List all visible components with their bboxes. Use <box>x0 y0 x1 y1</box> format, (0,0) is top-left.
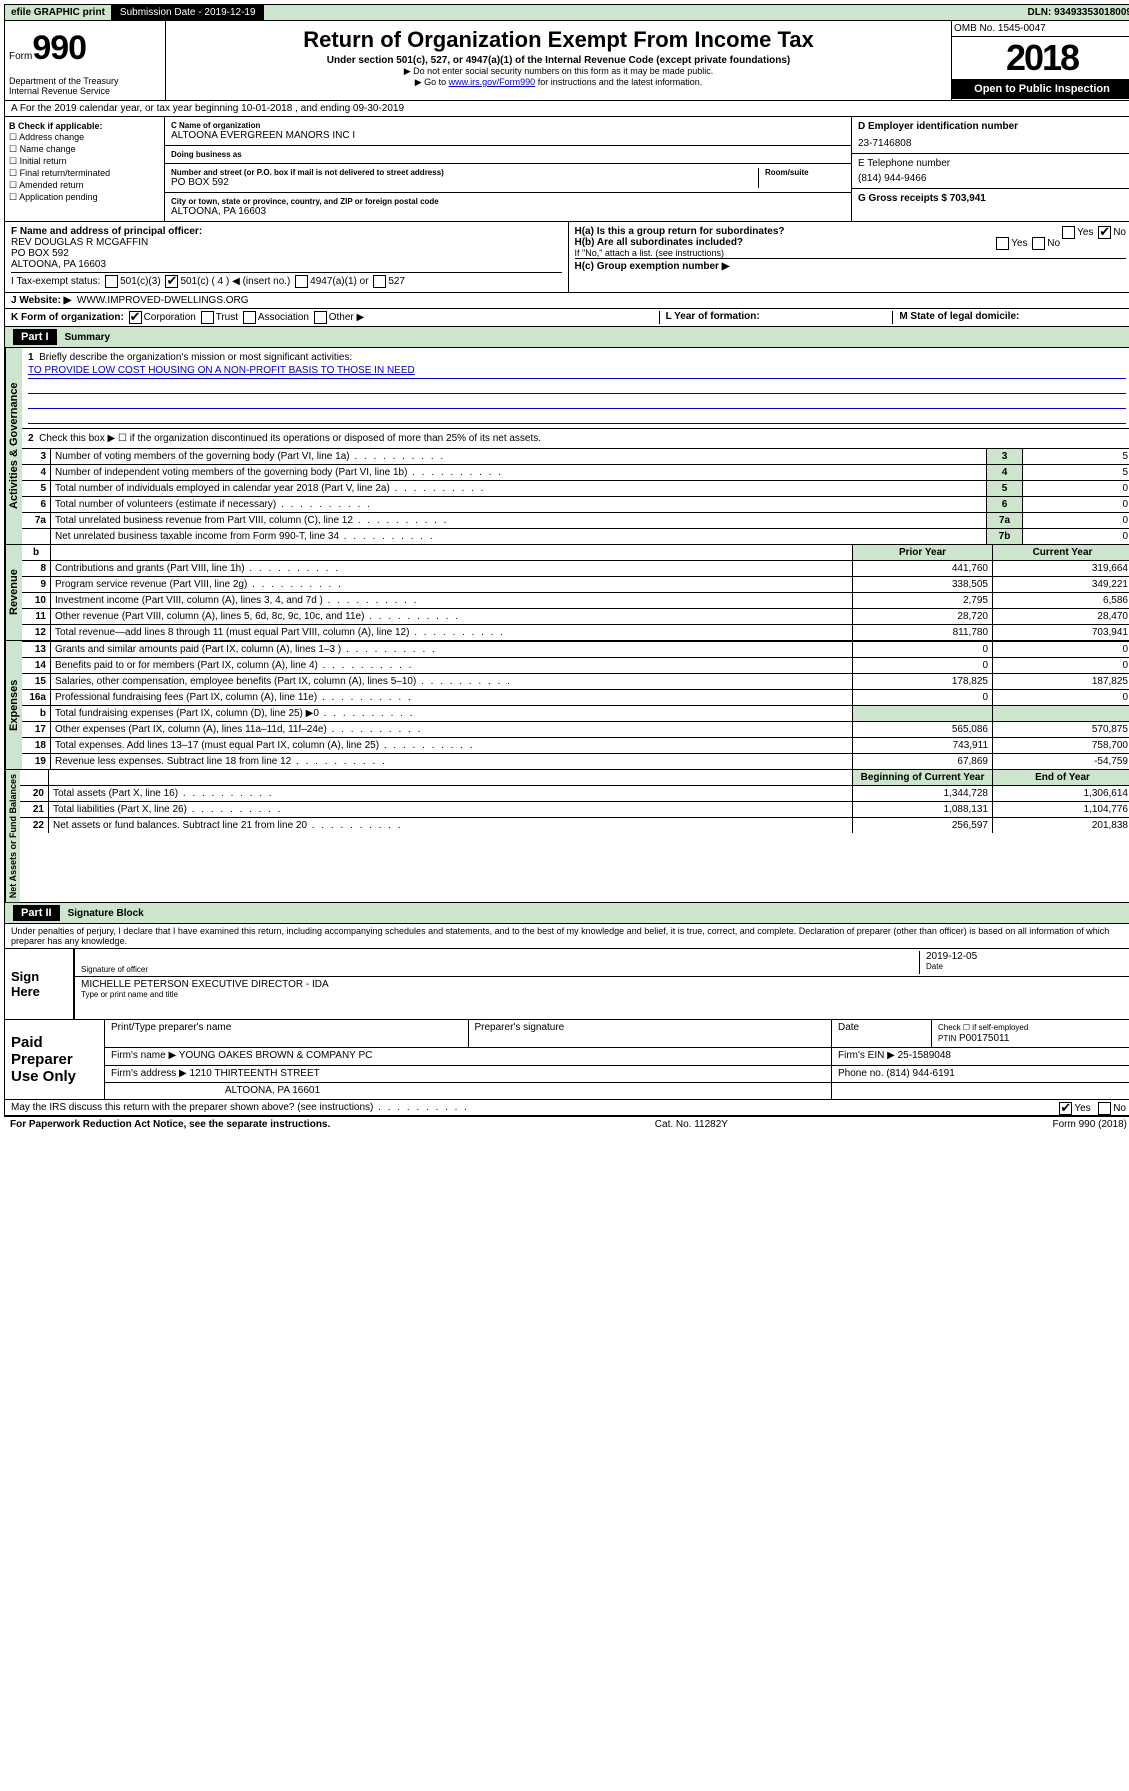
chk-amended[interactable]: ☐ Amended return <box>9 180 160 191</box>
mission-text: TO PROVIDE LOW COST HOUSING ON A NON-PRO… <box>28 363 1126 379</box>
tab-expenses: Expenses <box>5 641 22 769</box>
open-public: Open to Public Inspection <box>952 79 1129 99</box>
data-row: 16aProfessional fundraising fees (Part I… <box>22 689 1129 705</box>
chk-address[interactable]: ☐ Address change <box>9 132 160 143</box>
tab-netassets: Net Assets or Fund Balances <box>5 770 20 902</box>
data-row: 19Revenue less expenses. Subtract line 1… <box>22 753 1129 769</box>
data-row: 13Grants and similar amounts paid (Part … <box>22 641 1129 657</box>
street: PO BOX 592 <box>171 177 758 188</box>
data-row: 9Program service revenue (Part VIII, lin… <box>22 576 1129 592</box>
tab-activities: Activities & Governance <box>5 348 22 544</box>
chk-corp[interactable] <box>129 311 142 324</box>
data-row: bTotal fundraising expenses (Part IX, co… <box>22 705 1129 721</box>
firm-ein: 25-1589048 <box>898 1050 951 1061</box>
chk-501c3[interactable] <box>105 275 118 288</box>
firm-phone: (814) 944-6191 <box>886 1068 954 1079</box>
dln-label: DLN: 93493353018009 <box>1027 7 1129 18</box>
note2: ▶ Go to www.irs.gov/Form990 for instruct… <box>174 77 943 88</box>
omb-number: OMB No. 1545-0047 <box>952 21 1129 37</box>
discuss-line: May the IRS discuss this return with the… <box>5 1100 1129 1116</box>
submission-date: Submission Date - 2019-12-19 <box>112 5 264 20</box>
line-a: A For the 2019 calendar year, or tax yea… <box>5 101 1129 117</box>
chk-final[interactable]: ☐ Final return/terminated <box>9 168 160 179</box>
tab-revenue: Revenue <box>5 545 22 640</box>
section-b-to-g: B Check if applicable: ☐ Address change … <box>5 117 1129 222</box>
form-header: Form 990 Department of the Treasury Inte… <box>5 21 1129 101</box>
data-row: 21Total liabilities (Part X, line 26)1,0… <box>20 801 1129 817</box>
part-2-header: Part II Signature Block <box>5 903 1129 924</box>
gross-receipts: G Gross receipts $ 703,941 <box>852 189 1129 208</box>
data-row: 22Net assets or fund balances. Subtract … <box>20 817 1129 833</box>
data-row: 11Other revenue (Part VIII, column (A), … <box>22 608 1129 624</box>
data-row: 10Investment income (Part VIII, column (… <box>22 592 1129 608</box>
department: Department of the Treasury Internal Reve… <box>9 76 161 96</box>
line-i: I Tax-exempt status: 501(c)(3) 501(c) ( … <box>11 272 562 288</box>
sign-date: 2019-12-05 <box>926 951 1126 962</box>
firm-addr: 1210 THIRTEENTH STREET <box>190 1068 320 1079</box>
page-footer: For Paperwork Reduction Act Notice, see … <box>4 1117 1129 1132</box>
summary-row: 7aTotal unrelated business revenue from … <box>22 512 1129 528</box>
ein: 23-7146808 <box>858 138 1126 149</box>
officer-name: REV DOUGLAS R MCGAFFIN <box>11 237 562 248</box>
irs-link[interactable]: www.irs.gov/Form990 <box>449 77 536 87</box>
firm-name: YOUNG OAKES BROWN & COMPANY PC <box>179 1050 373 1061</box>
part-1-header: Part I Summary <box>5 327 1129 348</box>
expenses-section: Expenses 13Grants and similar amounts pa… <box>5 641 1129 770</box>
section-f-h: F Name and address of principal officer:… <box>5 222 1129 293</box>
tax-year: 2018 <box>952 37 1129 79</box>
summary-row: 5Total number of individuals employed in… <box>22 480 1129 496</box>
chk-501c[interactable] <box>165 275 178 288</box>
netassets-section: Net Assets or Fund Balances Beginning of… <box>5 770 1129 903</box>
chk-discuss-yes[interactable] <box>1059 1102 1072 1115</box>
chk-527[interactable] <box>373 275 386 288</box>
efile-label: efile GRAPHIC print <box>5 5 112 20</box>
summary-row: 6Total number of volunteers (estimate if… <box>22 496 1129 512</box>
line-k-l-m: K Form of organization: Corporation Trus… <box>5 309 1129 327</box>
data-row: 14Benefits paid to or for members (Part … <box>22 657 1129 673</box>
chk-name[interactable]: ☐ Name change <box>9 144 160 155</box>
chk-pending[interactable]: ☐ Application pending <box>9 192 160 203</box>
form-number: Form 990 <box>9 29 161 68</box>
data-row: 20Total assets (Part X, line 16)1,344,72… <box>20 785 1129 801</box>
chk-4947[interactable] <box>295 275 308 288</box>
data-row: 17Other expenses (Part IX, column (A), l… <box>22 721 1129 737</box>
ptin: P00175011 <box>959 1033 1009 1044</box>
paid-preparer: Paid Preparer Use Only Print/Type prepar… <box>5 1020 1129 1100</box>
website[interactable]: WWW.IMPROVED-DWELLINGS.ORG <box>77 295 249 306</box>
check-column: B Check if applicable: ☐ Address change … <box>5 117 165 221</box>
summary-row: Net unrelated business taxable income fr… <box>22 528 1129 544</box>
chk-discuss-no[interactable] <box>1098 1102 1111 1115</box>
summary-row: 4Number of independent voting members of… <box>22 464 1129 480</box>
sign-here: Sign Here Signature of officer 2019-12-0… <box>5 949 1129 1020</box>
city: ALTOONA, PA 16603 <box>171 206 845 217</box>
declaration: Under penalties of perjury, I declare th… <box>5 924 1129 949</box>
line-j: J Website: ▶ WWW.IMPROVED-DWELLINGS.ORG <box>5 293 1129 309</box>
data-row: 15Salaries, other compensation, employee… <box>22 673 1129 689</box>
signer-name: MICHELLE PETERSON EXECUTIVE DIRECTOR - I… <box>81 979 1126 990</box>
summary-row: 3Number of voting members of the governi… <box>22 448 1129 464</box>
phone: (814) 944-9466 <box>858 173 1126 184</box>
form-title: Return of Organization Exempt From Incom… <box>174 27 943 53</box>
form-container: Form 990 Department of the Treasury Inte… <box>4 21 1129 1117</box>
revenue-section: Revenue b Prior Year Current Year 8Contr… <box>5 545 1129 641</box>
data-row: 18Total expenses. Add lines 13–17 (must … <box>22 737 1129 753</box>
activities-governance: Activities & Governance 1 Briefly descri… <box>5 348 1129 545</box>
subtitle: Under section 501(c), 527, or 4947(a)(1)… <box>174 55 943 66</box>
org-name: ALTOONA EVERGREEN MANORS INC I <box>171 130 845 141</box>
top-bar: efile GRAPHIC print Submission Date - 20… <box>4 4 1129 21</box>
note1: ▶ Do not enter social security numbers o… <box>174 66 943 77</box>
data-row: 8Contributions and grants (Part VIII, li… <box>22 560 1129 576</box>
data-row: 12Total revenue—add lines 8 through 11 (… <box>22 624 1129 640</box>
chk-initial[interactable]: ☐ Initial return <box>9 156 160 167</box>
